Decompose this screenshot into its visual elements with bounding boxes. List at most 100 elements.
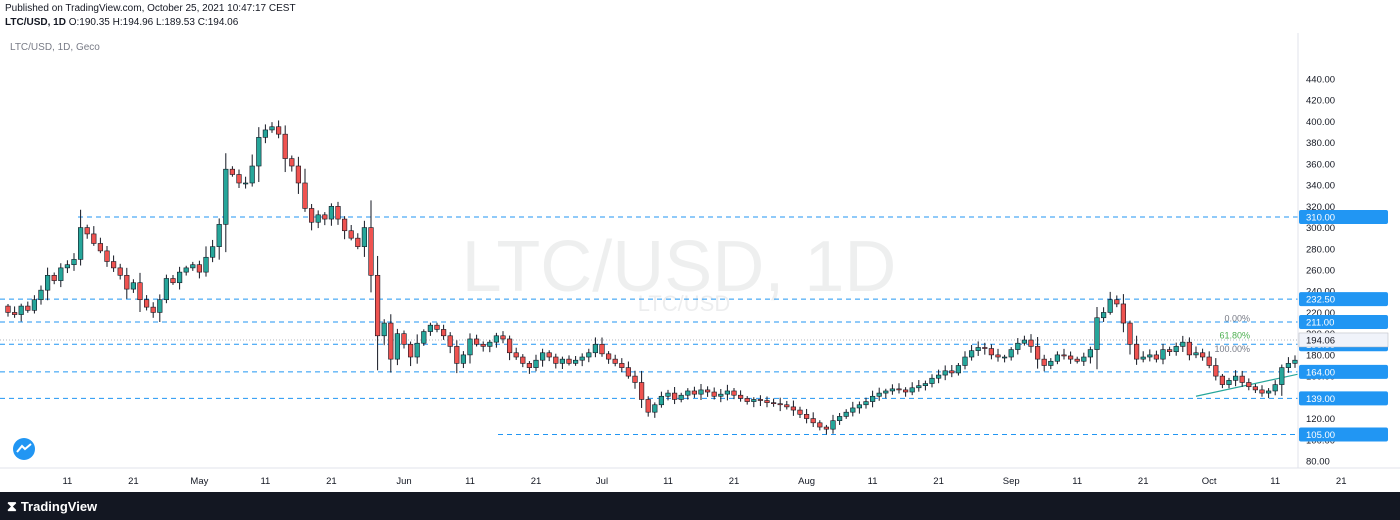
candle-body bbox=[355, 237, 361, 247]
y-tick-label: 300.00 bbox=[1306, 223, 1335, 234]
level-price-label: 164.00 bbox=[1306, 367, 1335, 378]
candle-body bbox=[262, 129, 269, 138]
candle-body bbox=[1252, 386, 1258, 391]
level-price-box bbox=[1299, 292, 1388, 307]
candle-body bbox=[539, 352, 546, 361]
candle-body bbox=[460, 354, 467, 364]
candle-body bbox=[770, 402, 777, 404]
y-tick-label: 280.00 bbox=[1306, 244, 1335, 255]
candle-body bbox=[566, 358, 572, 364]
x-tick-label: 11 bbox=[465, 476, 475, 487]
candle-body bbox=[645, 399, 651, 413]
candle-body bbox=[777, 403, 783, 406]
candle-body bbox=[731, 390, 737, 396]
candle-body bbox=[520, 356, 526, 364]
candle-body bbox=[559, 358, 565, 364]
candle-body bbox=[751, 399, 757, 402]
candle-body bbox=[889, 388, 895, 392]
candle-body bbox=[638, 382, 645, 400]
candle-body bbox=[190, 264, 196, 269]
candle-body bbox=[308, 208, 315, 223]
level-price-box bbox=[1299, 364, 1388, 379]
candle-body bbox=[612, 358, 618, 364]
candle-body bbox=[817, 422, 823, 428]
x-tick-label: Jun bbox=[396, 476, 411, 487]
candle-body bbox=[876, 392, 882, 397]
candle-body bbox=[104, 250, 110, 262]
candle-body bbox=[203, 256, 209, 273]
candle-body bbox=[315, 214, 321, 223]
level-price-label: 139.00 bbox=[1306, 394, 1335, 405]
x-tick-label: May bbox=[190, 476, 208, 487]
candle-body bbox=[5, 305, 11, 313]
candle-body bbox=[533, 359, 539, 368]
candle-body bbox=[421, 331, 427, 344]
candle-body bbox=[975, 347, 981, 351]
candle-body bbox=[1239, 375, 1245, 383]
candle-body bbox=[407, 343, 414, 358]
candle-body bbox=[691, 390, 697, 395]
candle-body bbox=[764, 400, 770, 403]
candle-body bbox=[282, 133, 288, 159]
candle-body bbox=[737, 394, 744, 399]
candle-body bbox=[388, 322, 394, 360]
candle-body bbox=[381, 322, 387, 337]
tradingview-logo-icon: ⧗ bbox=[7, 498, 17, 514]
candle-body bbox=[830, 420, 836, 430]
level-price-label: 232.50 bbox=[1306, 295, 1335, 306]
candle-body bbox=[665, 392, 671, 397]
candle-body bbox=[836, 416, 843, 421]
candle-body bbox=[803, 414, 810, 419]
candle-body bbox=[427, 324, 434, 332]
candle-body bbox=[744, 398, 750, 402]
candle-body bbox=[579, 356, 585, 361]
candle-body bbox=[1015, 342, 1021, 350]
candle-body bbox=[1259, 389, 1265, 394]
candle-body bbox=[685, 390, 691, 396]
candle-body bbox=[335, 206, 341, 220]
candle-body bbox=[625, 367, 631, 377]
x-tick-label: Jul bbox=[596, 476, 608, 487]
candle-body bbox=[1028, 339, 1034, 347]
tradingview-logo[interactable]: ⧗ TradingView bbox=[7, 498, 97, 515]
candle-body bbox=[671, 392, 678, 400]
candle-body bbox=[718, 393, 724, 397]
candle-body bbox=[586, 352, 592, 358]
candle-body bbox=[513, 352, 519, 358]
candle-body bbox=[711, 391, 717, 397]
candle-body bbox=[572, 359, 579, 364]
candle-body bbox=[256, 137, 262, 167]
candle-body bbox=[1068, 355, 1074, 360]
candle-body bbox=[982, 347, 988, 349]
candle-body bbox=[962, 356, 968, 366]
candle-body bbox=[704, 389, 711, 393]
y-tick-label: 400.00 bbox=[1306, 117, 1335, 128]
y-tick-label: 180.00 bbox=[1306, 350, 1335, 361]
candle-body bbox=[1114, 299, 1120, 305]
candle-body bbox=[1107, 299, 1113, 313]
candle-body bbox=[850, 407, 856, 413]
candle-body bbox=[1001, 356, 1008, 359]
candle-body bbox=[863, 401, 869, 406]
candle-body bbox=[916, 385, 922, 389]
candle-body bbox=[84, 227, 90, 235]
x-tick-label: Sep bbox=[1003, 476, 1020, 487]
candle-body bbox=[546, 352, 552, 358]
candle-body bbox=[216, 224, 222, 247]
candle-body bbox=[71, 259, 77, 265]
candle-body bbox=[922, 383, 928, 386]
candle-body bbox=[1140, 356, 1146, 360]
candle-body bbox=[243, 182, 249, 185]
fib-label: 100.00% bbox=[1214, 344, 1250, 354]
ticker-label: LTC/USD, 1D bbox=[5, 17, 66, 28]
fib-label: 0.00% bbox=[1224, 313, 1250, 323]
candle-body bbox=[1035, 346, 1041, 360]
candle-body bbox=[1074, 358, 1080, 362]
x-tick-label: 11 bbox=[868, 476, 878, 487]
candle-body bbox=[275, 126, 282, 135]
candle-body bbox=[995, 354, 1001, 358]
ohlc-line: LTC/USD, 1D O:190.35 H:194.96 L:189.53 C… bbox=[5, 17, 238, 28]
candle-body bbox=[249, 165, 255, 184]
candle-body bbox=[652, 404, 658, 413]
